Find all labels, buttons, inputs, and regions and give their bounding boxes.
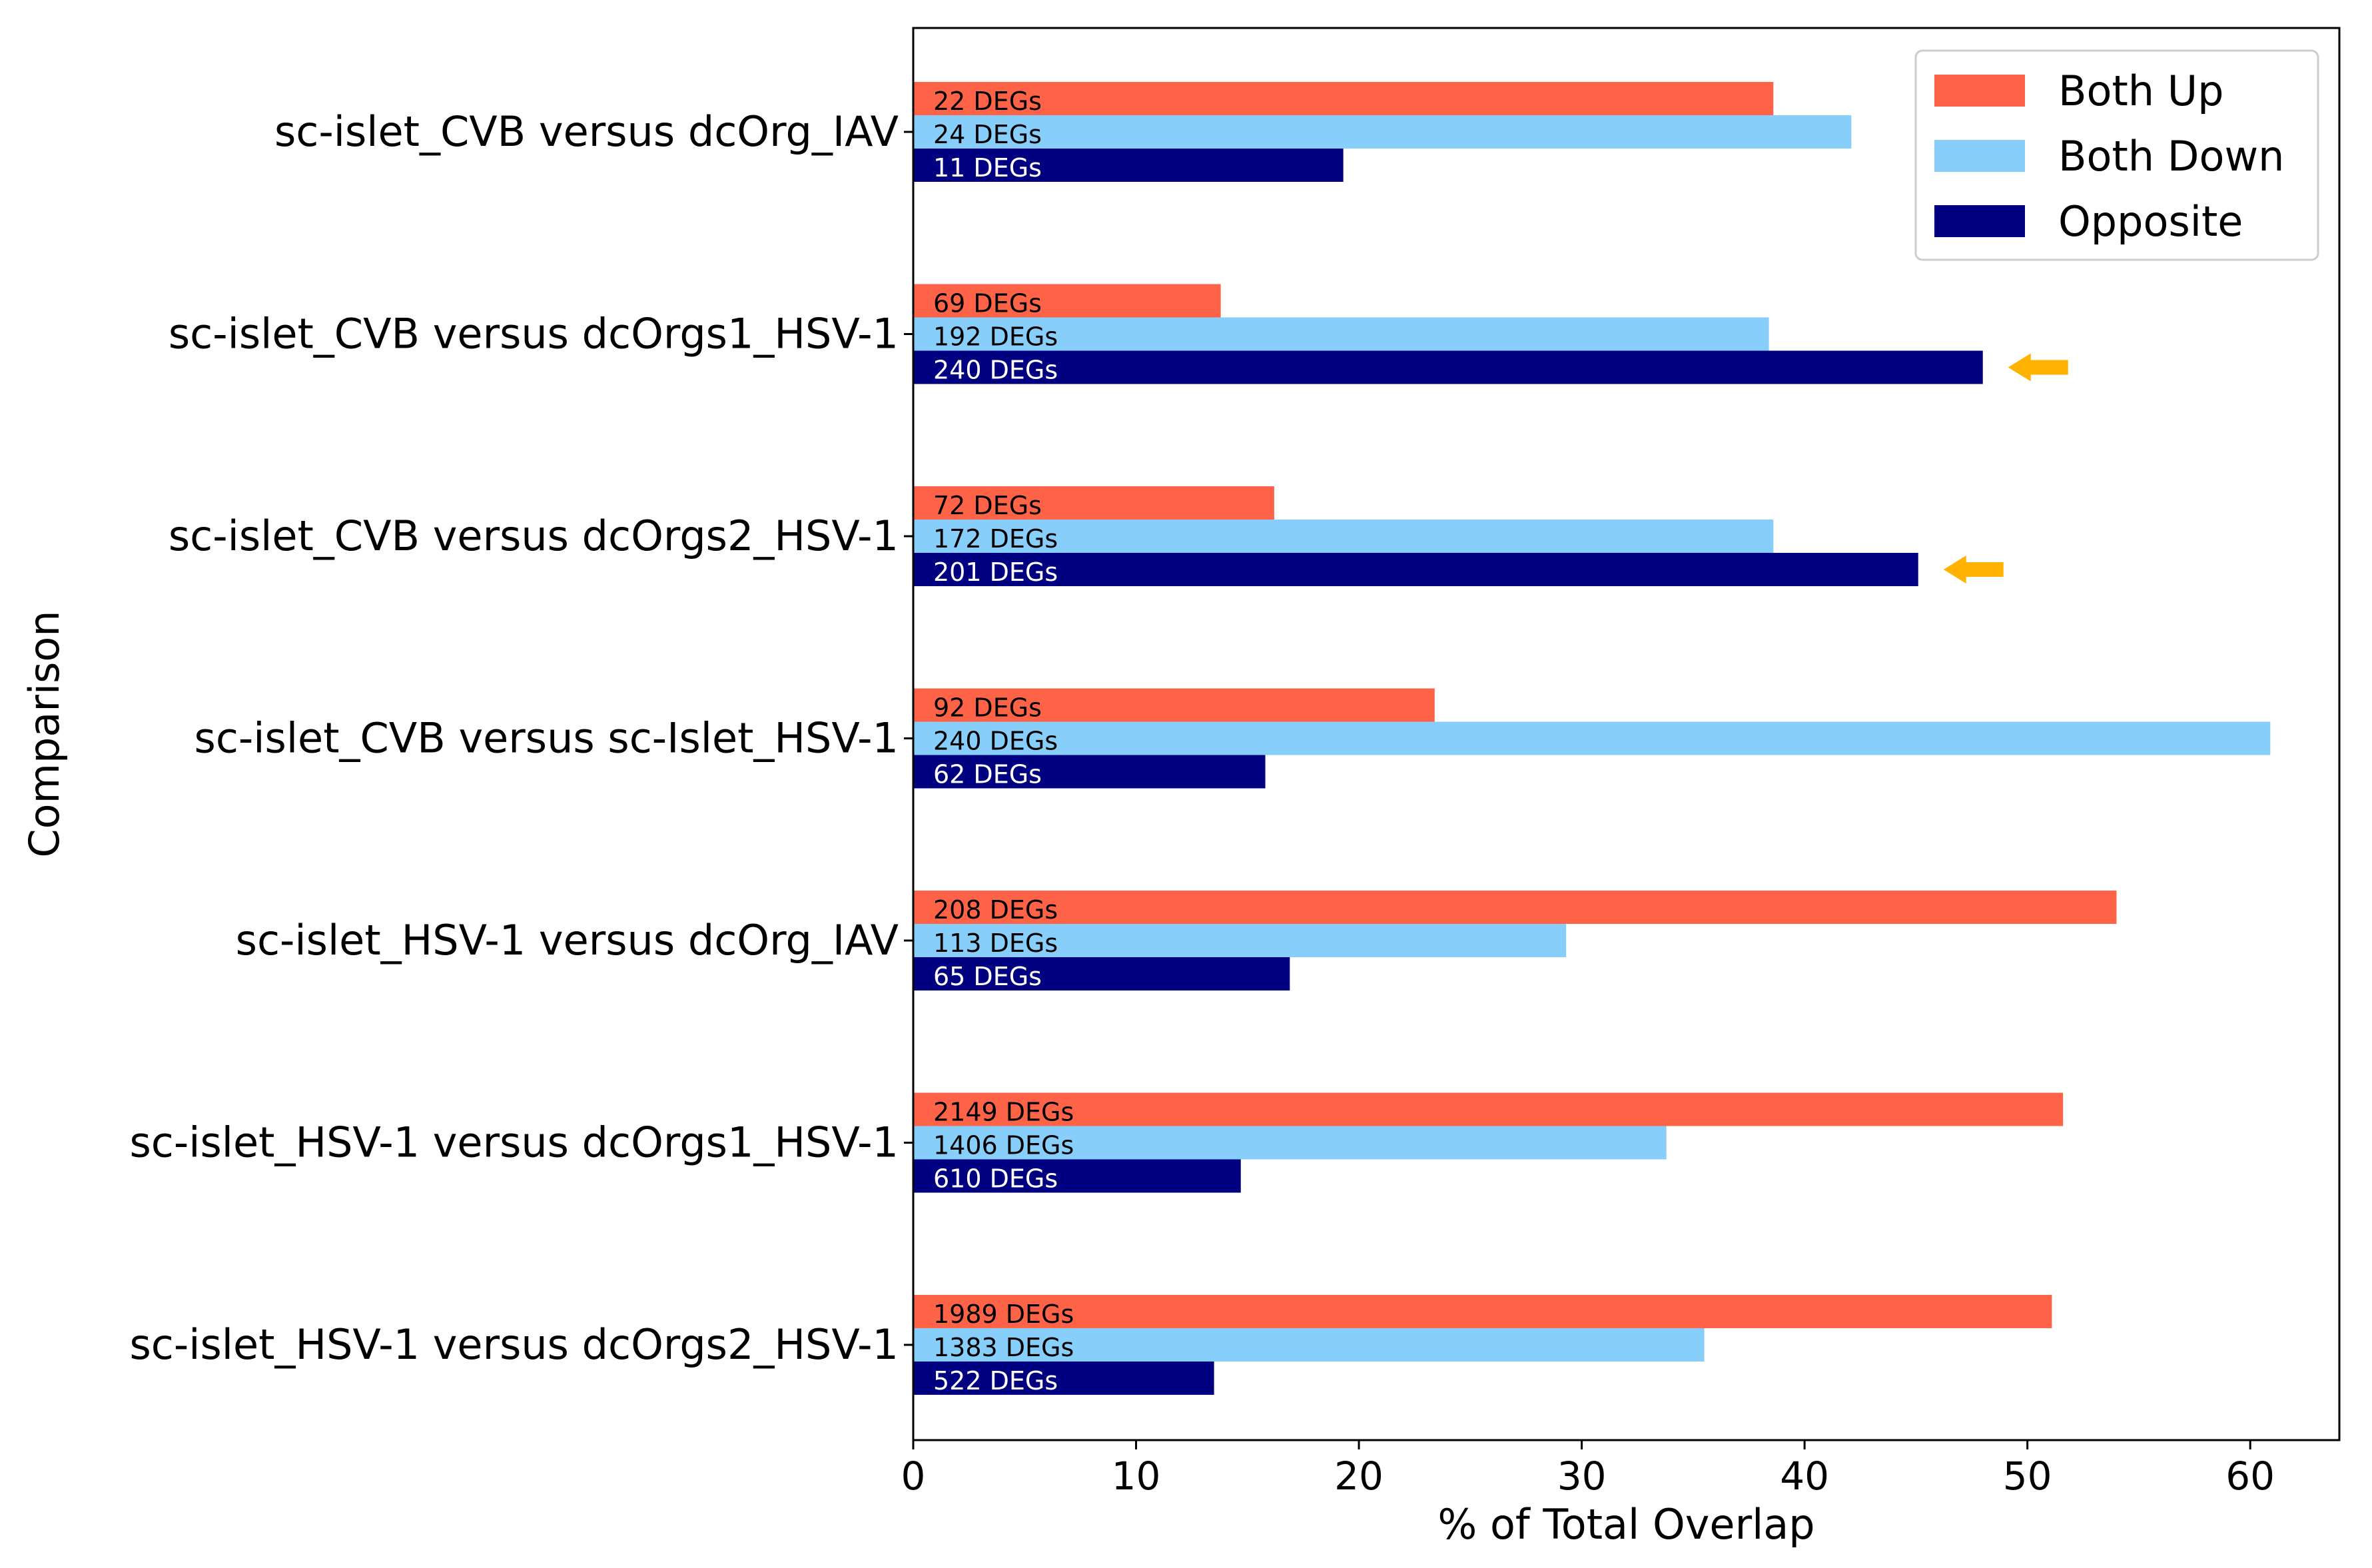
legend-label: Both Up	[2058, 67, 2224, 115]
bar-data-label: 610 DEGs	[933, 1164, 1058, 1194]
bar-data-label: 201 DEGs	[933, 558, 1058, 587]
category-label: sc-islet_HSV-1 versus dcOrgs1_HSV-1	[129, 1118, 899, 1167]
bar-data-label: 208 DEGs	[933, 895, 1058, 925]
bar-data-label: 69 DEGs	[933, 289, 1042, 318]
bar-data-label: 62 DEGs	[933, 760, 1042, 789]
bar-opposite	[913, 149, 1344, 182]
bar-data-label: 522 DEGs	[933, 1366, 1058, 1395]
bar-both-up	[913, 1295, 2052, 1328]
x-tick-label: 40	[1780, 1453, 1829, 1499]
x-tick-label: 30	[1557, 1453, 1607, 1499]
bar-data-label: 192 DEGs	[933, 322, 1058, 352]
bar-opposite	[913, 553, 1918, 586]
bar-data-label: 11 DEGs	[933, 153, 1042, 183]
bar-data-label: 24 DEGs	[933, 120, 1042, 149]
x-tick-label: 20	[1334, 1453, 1384, 1499]
bar-data-label: 65 DEGs	[933, 962, 1042, 991]
annotation-arrow	[1943, 556, 2004, 584]
bar-labels-layer: 22 DEGs 24 DEGs 11 DEGs 69 DEGs 192 DEGs 240 …	[933, 87, 1074, 1395]
bar-opposite	[913, 1362, 1214, 1395]
bar-data-label: 172 DEGs	[933, 524, 1058, 554]
y-axis-title: Comparison	[20, 610, 69, 857]
legend-swatch	[1934, 140, 2025, 172]
bar-data-label: 2149 DEGs	[933, 1098, 1074, 1127]
bar-both-up	[913, 82, 1774, 115]
x-axis: 0 10 20 30 40 50 60	[901, 1440, 2275, 1499]
bar-data-label: 1383 DEGs	[933, 1333, 1074, 1362]
bar-both-down	[913, 1126, 1667, 1160]
category-label: sc-islet_HSV-1 versus dcOrg_IAV	[236, 916, 899, 965]
bar-both-down	[913, 721, 2271, 755]
bar-data-label: 240 DEGs	[933, 727, 1058, 756]
bar-opposite	[913, 350, 1983, 384]
bar-both-down	[913, 317, 1769, 351]
category-label: sc-islet_CVB versus dcOrg_IAV	[274, 107, 899, 156]
legend-label: Both Down	[2058, 132, 2284, 181]
annotation-arrow	[2008, 353, 2068, 382]
legend-item-both-up: Both Up	[1934, 67, 2224, 115]
bar-both-up	[913, 486, 1274, 520]
x-tick-label: 60	[2225, 1453, 2275, 1499]
x-axis-title: % of Total Overlap	[1437, 1500, 1814, 1549]
legend-item-opposite: Opposite	[1934, 197, 2243, 246]
legend-label: Opposite	[2058, 197, 2243, 246]
bar-data-label: 1989 DEGs	[933, 1300, 1074, 1329]
category-label: sc-islet_CVB versus sc-Islet_HSV-1	[195, 714, 899, 763]
bar-both-up	[913, 284, 1221, 318]
legend-item-both-down: Both Down	[1934, 132, 2284, 181]
annotation-arrows-layer	[1943, 353, 2068, 584]
bar-opposite	[913, 755, 1266, 789]
bar-both-up	[913, 891, 2117, 924]
bar-data-label: 113 DEGs	[933, 929, 1058, 958]
bar-data-label: 240 DEGs	[933, 356, 1058, 385]
x-tick-label: 10	[1112, 1453, 1161, 1499]
bar-data-label: 22 DEGs	[933, 87, 1042, 116]
bar-opposite	[913, 957, 1290, 990]
legend: Both Up Both Down Opposite	[1914, 49, 2319, 261]
category-label: sc-islet_HSV-1 versus dcOrgs2_HSV-1	[129, 1320, 899, 1369]
bar-data-label: 1406 DEGs	[933, 1131, 1074, 1160]
bar-both-down	[913, 520, 1774, 553]
bar-both-up	[913, 688, 1435, 722]
plot-frame	[912, 27, 2341, 1441]
bar-both-up	[913, 1092, 2064, 1126]
legend-swatch	[1934, 75, 2025, 107]
legend-swatch	[1934, 205, 2025, 237]
category-label: sc-islet_CVB versus dcOrgs1_HSV-1	[169, 310, 899, 358]
bar-both-down	[913, 1328, 1705, 1362]
bar-both-down	[913, 924, 1567, 957]
bar-opposite	[913, 1159, 1241, 1193]
bar-data-label: 72 DEGs	[933, 491, 1042, 520]
category-label: sc-islet_CVB versus dcOrgs2_HSV-1	[169, 512, 899, 560]
x-tick-label: 50	[2003, 1453, 2052, 1499]
y-axis-category-labels: sc-islet_CVB versus dcOrg_IAV sc-islet_CV…	[129, 107, 913, 1369]
bar-data-label: 92 DEGs	[933, 693, 1042, 723]
bars-layer	[913, 82, 2271, 1395]
bar-both-down	[913, 115, 1852, 149]
x-tick-label: 0	[901, 1453, 926, 1499]
